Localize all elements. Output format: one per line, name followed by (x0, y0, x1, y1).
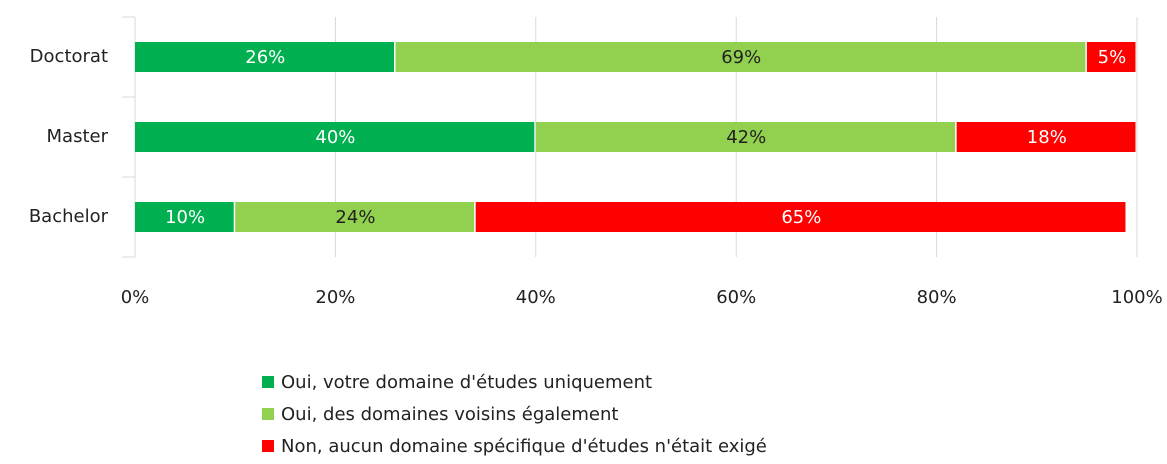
bar-segment (135, 122, 535, 152)
y-tick-label: Bachelor (29, 206, 109, 227)
bar-segment (395, 42, 1086, 72)
y-tick-label: Doctorat (30, 46, 108, 67)
x-tick-label: 80% (917, 287, 957, 308)
x-tick-label: 100% (1111, 287, 1162, 308)
data-label: 26% (245, 47, 285, 68)
bar-segment (135, 42, 395, 72)
data-label: 40% (315, 127, 355, 148)
x-tick-label: 20% (315, 287, 355, 308)
x-tick-label: 60% (716, 287, 756, 308)
legend-label: Non, aucun domaine spécifique d'études n… (281, 436, 767, 457)
data-label: 18% (1027, 127, 1067, 148)
data-label: 24% (335, 207, 375, 228)
data-label: 5% (1098, 47, 1127, 68)
bar-segment (135, 202, 234, 232)
x-tick-label: 40% (516, 287, 556, 308)
bar-segment (956, 122, 1136, 152)
data-label: 65% (781, 207, 821, 228)
x-tick-label: 0% (121, 287, 150, 308)
legend-swatch (262, 440, 274, 452)
bar-segment (1086, 42, 1136, 72)
legend-label: Oui, votre domaine d'études uniquement (281, 372, 652, 393)
bar-segment (475, 202, 1126, 232)
y-tick-label: Master (47, 126, 109, 147)
legend-swatch (262, 376, 274, 388)
data-label: 69% (721, 47, 761, 68)
legend-label: Oui, des domaines voisins également (281, 404, 618, 425)
data-label: 10% (165, 207, 205, 228)
legend-swatch (262, 408, 274, 420)
bar-segment (535, 122, 956, 152)
data-label: 42% (726, 127, 766, 148)
bar-segment (235, 202, 475, 232)
